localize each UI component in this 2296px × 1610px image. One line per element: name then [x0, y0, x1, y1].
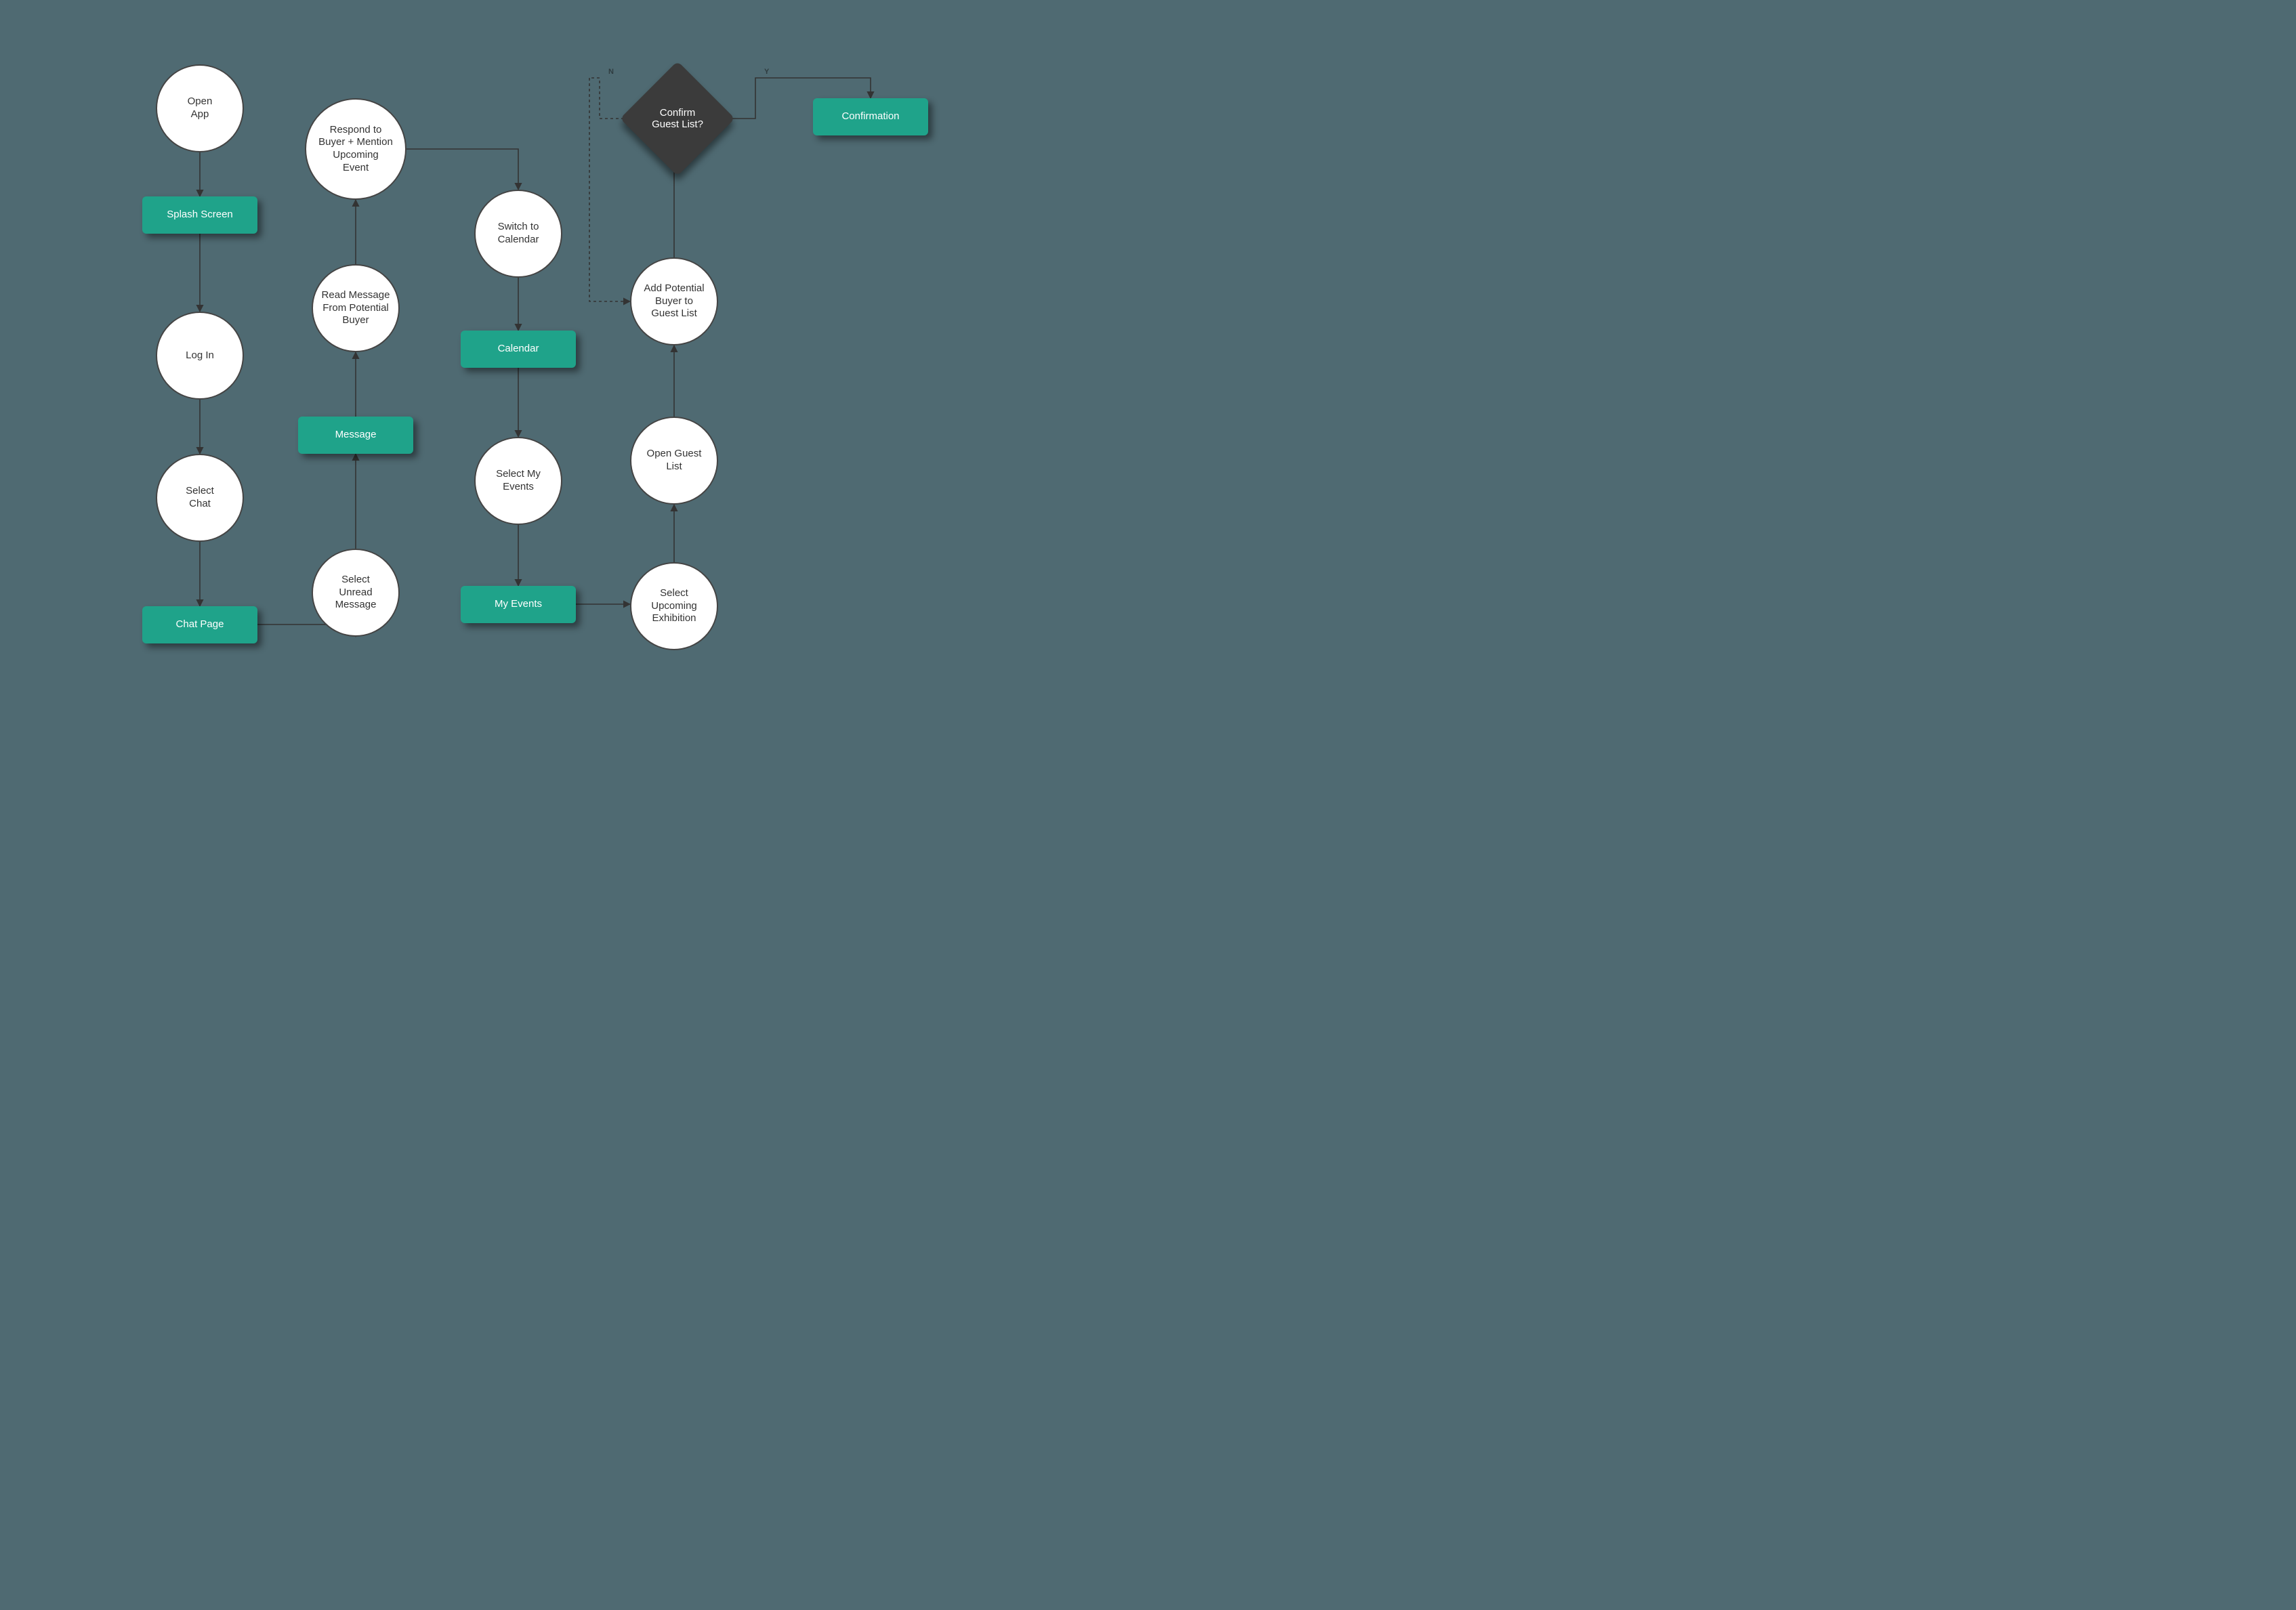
- node-label: Message: [335, 429, 377, 442]
- node-label: SelectUnreadMessage: [335, 574, 377, 612]
- node-label: Confirmation: [841, 110, 899, 123]
- node-open-guest-list: Open GuestList: [630, 417, 718, 505]
- node-respond-buyer: Respond toBuyer + MentionUpcomingEvent: [305, 98, 406, 200]
- edge: [406, 149, 518, 190]
- node-label: Log In: [186, 349, 214, 362]
- edge-label-yes: Y: [764, 68, 770, 76]
- node-read-message: Read MessageFrom PotentialBuyer: [312, 264, 400, 352]
- node-label: Respond toBuyer + MentionUpcomingEvent: [318, 124, 393, 175]
- node-label: Splash Screen: [167, 209, 233, 221]
- node-switch-calendar: Switch toCalendar: [474, 190, 562, 278]
- node-label: Calendar: [498, 343, 539, 356]
- node-select-my-events: Select MyEvents: [474, 437, 562, 525]
- edge-dashed: [589, 78, 630, 301]
- node-label: Switch toCalendar: [498, 221, 539, 247]
- node-label: SelectChat: [186, 485, 214, 511]
- node-label: SelectUpcomingExhibition: [651, 587, 697, 625]
- node-label: My Events: [495, 598, 542, 611]
- node-message: Message: [298, 417, 413, 454]
- edge-label-no: N: [608, 68, 615, 76]
- node-label: Add PotentialBuyer toGuest List: [644, 282, 704, 320]
- node-label: Chat Page: [176, 618, 224, 631]
- node-calendar: Calendar: [461, 331, 576, 368]
- node-log-in: Log In: [156, 312, 244, 400]
- node-select-upcoming-exhibition: SelectUpcomingExhibition: [630, 562, 718, 650]
- flowchart-canvas: OpenApp Splash Screen Log In SelectChat …: [0, 0, 1070, 752]
- node-chat-page: Chat Page: [142, 606, 257, 643]
- node-select-chat: SelectChat: [156, 454, 244, 542]
- node-splash-screen: Splash Screen: [142, 196, 257, 234]
- node-select-unread-message: SelectUnreadMessage: [312, 549, 400, 637]
- node-label: Read MessageFrom PotentialBuyer: [322, 289, 390, 327]
- node-my-events: My Events: [461, 586, 576, 623]
- node-label: Select MyEvents: [496, 468, 541, 494]
- node-confirmation: Confirmation: [813, 98, 928, 135]
- node-open-app: OpenApp: [156, 64, 244, 152]
- node-label: Open GuestList: [647, 448, 702, 473]
- node-confirm-guest-list: ConfirmGuest List?: [637, 78, 718, 159]
- node-label: ConfirmGuest List?: [652, 107, 703, 130]
- node-add-buyer-guest-list: Add PotentialBuyer toGuest List: [630, 257, 718, 345]
- node-label: OpenApp: [188, 96, 213, 121]
